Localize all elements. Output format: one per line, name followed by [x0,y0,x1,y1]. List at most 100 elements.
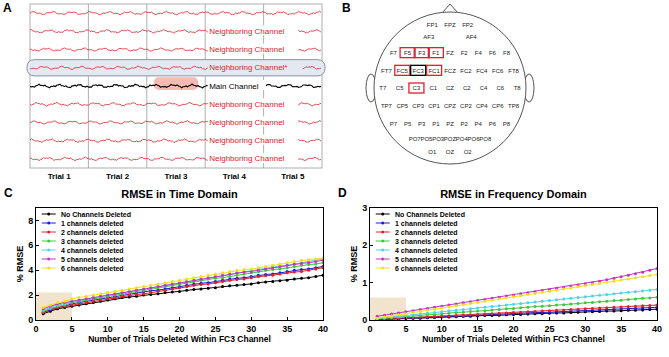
svg-text:2 channels deleted: 2 channels deleted [61,229,124,236]
svg-text:C4: C4 [480,85,488,91]
svg-text:No Channels Deleted: No Channels Deleted [395,211,465,218]
svg-text:C2: C2 [463,85,471,91]
svg-text:T8: T8 [514,85,522,91]
svg-text:20: 20 [174,324,184,334]
svg-text:3 channels deleted: 3 channels deleted [61,238,124,245]
svg-text:% RMSE: % RMSE [15,246,25,283]
svg-text:25: 25 [544,324,554,334]
svg-text:Number of Trials Deleted Withi: Number of Trials Deleted Within FC3 Chan… [88,334,271,344]
svg-text:FP1: FP1 [427,22,439,28]
svg-text:F5: F5 [404,50,412,56]
svg-text:C5: C5 [396,85,404,91]
svg-text:PO8: PO8 [479,136,492,142]
svg-text:FC2: FC2 [460,68,472,74]
svg-text:F4: F4 [475,50,483,56]
svg-text:FC4: FC4 [476,68,488,74]
svg-text:CZ: CZ [446,85,454,91]
svg-text:CP3: CP3 [412,103,424,109]
svg-text:Trial 1: Trial 1 [48,172,72,181]
svg-text:P4: P4 [475,121,483,127]
svg-text:CP2: CP2 [460,103,472,109]
svg-text:FC6: FC6 [492,68,504,74]
svg-text:Trial 2: Trial 2 [106,172,130,181]
svg-text:CP1: CP1 [428,103,440,109]
svg-text:5: 5 [69,324,74,334]
svg-text:4: 4 [28,265,33,275]
svg-text:10: 10 [103,324,113,334]
svg-text:35: 35 [282,324,292,334]
svg-text:OZ: OZ [446,149,455,155]
svg-text:2: 2 [28,290,33,300]
svg-text:P1: P1 [432,121,440,127]
svg-text:P7: P7 [390,121,398,127]
svg-text:1: 1 [362,278,367,288]
svg-text:FCZ: FCZ [444,68,456,74]
svg-text:FT7: FT7 [381,68,392,74]
svg-text:C3: C3 [413,85,421,91]
svg-text:PO6: PO6 [468,136,481,142]
svg-text:15: 15 [139,324,149,334]
svg-text:FP2: FP2 [462,22,474,28]
svg-text:C6: C6 [497,85,505,91]
svg-text:Trial 3: Trial 3 [164,172,188,181]
svg-text:O2: O2 [464,149,473,155]
svg-text:30: 30 [246,324,256,334]
svg-text:2 channels deleted: 2 channels deleted [395,229,458,236]
svg-text:CP5: CP5 [396,103,408,109]
svg-text:0: 0 [362,315,367,325]
svg-text:TP8: TP8 [508,103,520,109]
svg-text:3 channels deleted: 3 channels deleted [395,238,458,245]
svg-text:30: 30 [580,324,590,334]
svg-text:T7: T7 [379,85,387,91]
svg-text:FC3: FC3 [413,68,425,74]
svg-text:F3: F3 [418,50,426,56]
svg-text:6 channels deleted: 6 channels deleted [61,265,124,272]
svg-text:3: 3 [362,203,367,213]
svg-text:RMSE in Time Domain: RMSE in Time Domain [121,188,238,200]
svg-text:PO4: PO4 [456,136,469,142]
svg-text:F2: F2 [461,50,469,56]
svg-text:10: 10 [437,324,447,334]
svg-text:F6: F6 [489,50,497,56]
svg-text:40: 40 [318,324,328,334]
svg-text:2: 2 [362,240,367,250]
svg-text:6 channels deleted: 6 channels deleted [395,265,458,272]
svg-text:Main Channel: Main Channel [209,82,259,91]
svg-text:25: 25 [210,324,220,334]
svg-text:Neighboring Channel: Neighboring Channel [209,100,284,109]
svg-text:40: 40 [652,324,662,334]
svg-text:Neighboring Channel: Neighboring Channel [209,136,284,145]
svg-text:No Channels Deleted: No Channels Deleted [61,211,131,218]
svg-text:4 channels deleted: 4 channels deleted [61,247,124,254]
svg-text:PO7: PO7 [409,136,422,142]
svg-text:P2: P2 [460,121,468,127]
svg-text:A: A [3,1,12,15]
svg-text:P6: P6 [489,121,497,127]
svg-text:Neighboring Channel: Neighboring Channel [209,118,284,127]
svg-text:4 channels deleted: 4 channels deleted [395,247,458,254]
svg-text:P8: P8 [503,121,511,127]
svg-text:F8: F8 [503,50,511,56]
svg-text:B: B [342,1,351,15]
svg-text:PO5: PO5 [420,136,433,142]
svg-text:FC1: FC1 [428,68,440,74]
svg-text:F7: F7 [390,50,398,56]
svg-text:FC5: FC5 [397,68,409,74]
svg-text:0: 0 [33,324,38,334]
svg-text:C1: C1 [429,85,437,91]
svg-text:20: 20 [508,324,518,334]
svg-text:1 channels deleted: 1 channels deleted [395,220,458,227]
svg-text:PZ: PZ [446,121,454,127]
svg-text:FT8: FT8 [508,68,519,74]
svg-text:Trial 4: Trial 4 [223,172,247,181]
svg-text:Neighboring Channel: Neighboring Channel [209,154,284,163]
svg-text:Number of Trials Deleted Withi: Number of Trials Deleted Within FC3 Chan… [422,334,605,344]
svg-text:Trial 5: Trial 5 [281,172,305,181]
svg-text:5: 5 [403,324,408,334]
svg-text:% RMSE: % RMSE [349,246,359,283]
svg-text:Neighboring Channel: Neighboring Channel [209,27,284,36]
svg-text:5 channels deleted: 5 channels deleted [395,256,458,263]
svg-text:CPZ: CPZ [444,103,456,109]
svg-text:CP6: CP6 [492,103,504,109]
svg-text:FPZ: FPZ [444,22,456,28]
